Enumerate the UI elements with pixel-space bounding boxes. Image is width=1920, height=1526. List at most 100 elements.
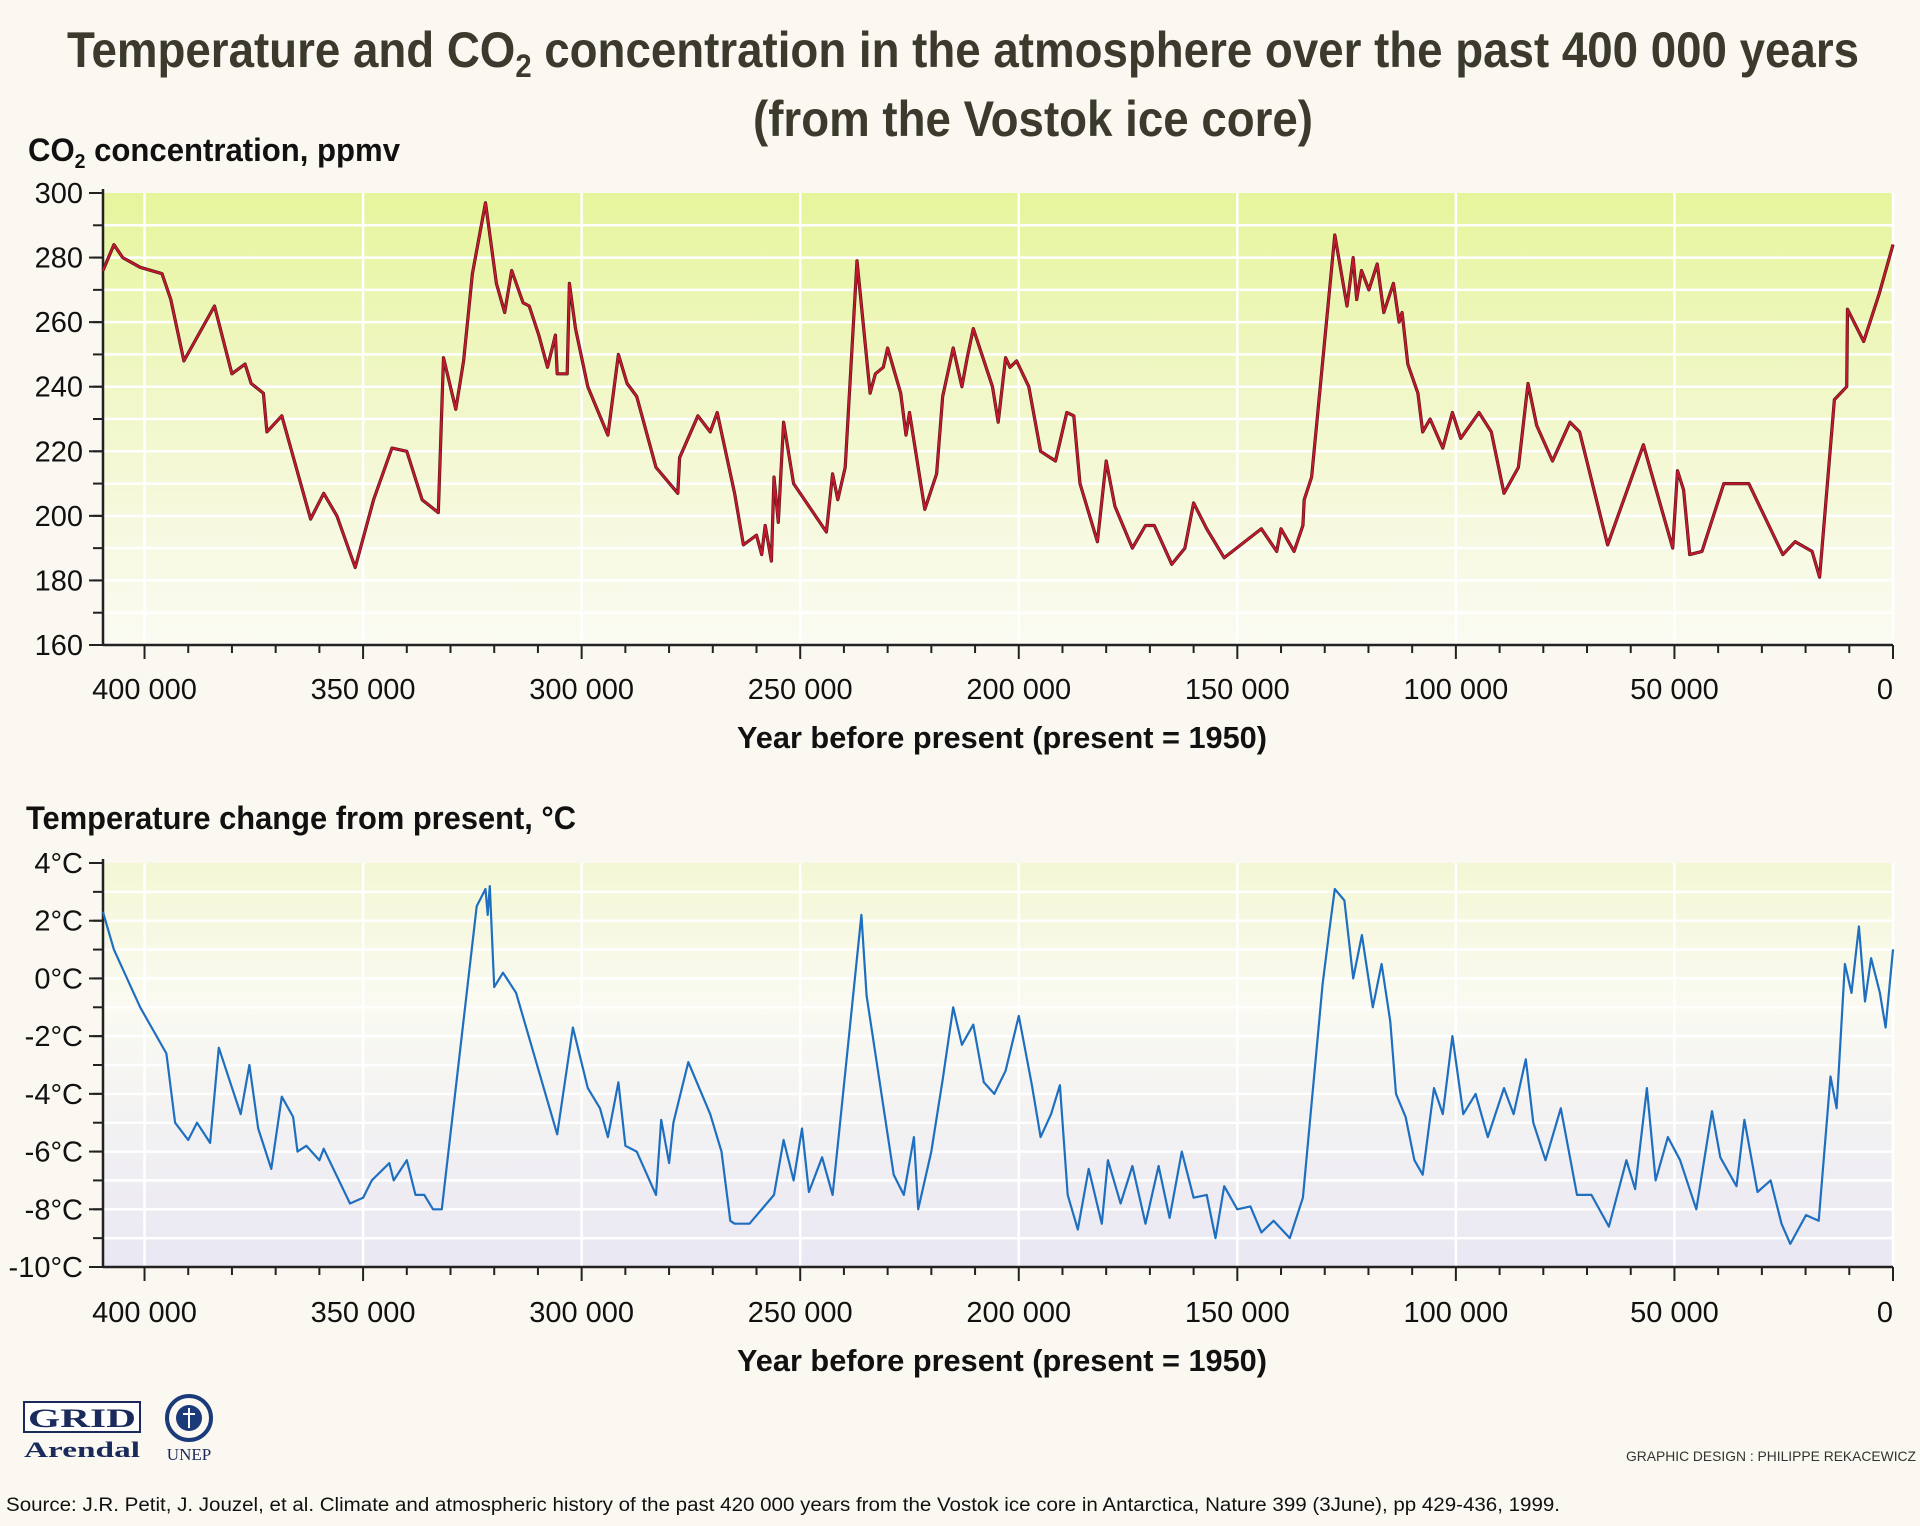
co2-data-point bbox=[961, 386, 963, 388]
co2-data-point bbox=[997, 421, 999, 423]
co2-data-point bbox=[966, 357, 968, 359]
chart-title-line2: (from the Vostok ice core) bbox=[753, 91, 1313, 147]
temp-data-point bbox=[903, 1194, 905, 1196]
y-tick-label: -4°C bbox=[25, 1079, 83, 1111]
temp-data-point bbox=[218, 1047, 220, 1049]
co2-data-point bbox=[1818, 576, 1821, 578]
co2-data-point bbox=[587, 386, 589, 388]
temp-data-point bbox=[1590, 1194, 1592, 1196]
temp-data-point bbox=[139, 1006, 141, 1008]
co2-data-point bbox=[1171, 563, 1173, 565]
temp-data-point bbox=[1328, 931, 1330, 933]
x-tick-label: 300 000 bbox=[529, 1297, 634, 1329]
temp-data-point bbox=[257, 1127, 259, 1130]
co2-data-point bbox=[742, 544, 744, 546]
co2-data-point bbox=[761, 554, 763, 556]
temp-data-point bbox=[1532, 1122, 1534, 1124]
co2-data-point bbox=[831, 473, 834, 475]
co2-data-point bbox=[1040, 450, 1042, 452]
co2-x-axis-title: Year before present (present = 1950) bbox=[737, 720, 1267, 755]
temp-data-point bbox=[821, 1156, 823, 1158]
temp-data-point bbox=[1343, 899, 1346, 902]
co2-data-point bbox=[113, 244, 115, 246]
co2-data-point bbox=[1451, 411, 1453, 414]
temp-data-point bbox=[1667, 1136, 1669, 1138]
co2-data-point bbox=[1223, 557, 1225, 559]
co2-data-point bbox=[372, 499, 375, 501]
co2-data-point bbox=[1478, 411, 1480, 414]
co2-data-point bbox=[1280, 528, 1282, 530]
co2-data-point bbox=[626, 382, 628, 385]
co2-data-point bbox=[1442, 447, 1444, 449]
temp-data-point bbox=[1107, 1159, 1109, 1161]
co2-data-point bbox=[1846, 308, 1849, 310]
co2-data-point bbox=[244, 363, 246, 365]
temp-data-point bbox=[1695, 1208, 1697, 1210]
co2-data-point bbox=[825, 531, 828, 533]
co2-data-point bbox=[773, 476, 775, 478]
co2-data-point bbox=[1028, 386, 1030, 388]
temp-data-point bbox=[1836, 1107, 1838, 1109]
co2-data-point bbox=[1527, 382, 1529, 385]
temp-data-point bbox=[793, 1179, 795, 1182]
co2-data-point bbox=[522, 302, 524, 304]
temp-data-point bbox=[1608, 1226, 1610, 1228]
temp-data-point bbox=[1321, 983, 1324, 985]
temp-data-point bbox=[1260, 1231, 1262, 1233]
temp-data-point bbox=[709, 1113, 711, 1115]
co2-data-point bbox=[1054, 460, 1057, 462]
x-tick-label: 250 000 bbox=[748, 674, 853, 706]
temp-data-point bbox=[187, 1139, 189, 1141]
temp-data-point bbox=[1193, 1197, 1195, 1199]
temp-data-point bbox=[113, 948, 115, 951]
temp-data-point bbox=[371, 1179, 373, 1182]
y-tick-label: 200 bbox=[35, 501, 83, 533]
temp-data-point bbox=[687, 1061, 689, 1063]
co2-data-point bbox=[213, 305, 216, 307]
y-tick-label: 260 bbox=[35, 307, 83, 339]
co2-data-point bbox=[1392, 282, 1394, 284]
temp-data-point bbox=[1719, 1156, 1721, 1158]
co2-data-point bbox=[935, 473, 938, 475]
co2-data-point bbox=[442, 357, 445, 359]
co2-data-point bbox=[655, 466, 657, 469]
x-tick-label: 100 000 bbox=[1403, 1297, 1508, 1329]
co2-data-point bbox=[882, 366, 884, 368]
temp-data-point bbox=[972, 1024, 974, 1026]
temp-data-point bbox=[748, 1223, 751, 1225]
co2-data-point bbox=[1144, 524, 1147, 527]
temp-data-point bbox=[1005, 1070, 1007, 1072]
temp-data-point bbox=[502, 972, 504, 974]
temp-data-point bbox=[1576, 1194, 1578, 1196]
co2-data-point bbox=[1846, 386, 1848, 388]
temp-data-point bbox=[515, 992, 517, 994]
co2-data-point bbox=[1206, 528, 1208, 530]
y-tick-label: -8°C bbox=[25, 1194, 83, 1226]
co2-data-point bbox=[869, 392, 871, 394]
unep-logo-text: UNEP bbox=[167, 1445, 211, 1464]
temp-data-point bbox=[1735, 1185, 1738, 1187]
temp-data-point bbox=[209, 1142, 211, 1144]
temp-data-point bbox=[1131, 1165, 1134, 1167]
temp-data-point bbox=[349, 1202, 351, 1205]
co2-data-point bbox=[636, 395, 638, 397]
co2-data-point bbox=[463, 360, 465, 362]
temp-data-point bbox=[423, 1194, 425, 1196]
temp-data-point bbox=[487, 914, 489, 916]
x-tick-label: 0 bbox=[1877, 674, 1893, 706]
co2-axis-title: CO2 concentration, ppmv bbox=[28, 132, 400, 173]
temp-data-point bbox=[1372, 1006, 1374, 1008]
temp-data-point bbox=[624, 1145, 626, 1147]
co2-plot: 300 280 260 240 220 200 180 160 400 000 350 000 30… bbox=[35, 178, 1895, 706]
co2-data-point bbox=[1723, 482, 1725, 485]
co2-data-point bbox=[1503, 492, 1505, 494]
temp-data-point bbox=[406, 1159, 408, 1161]
temp-data-point bbox=[1805, 1214, 1807, 1216]
temp-data-point bbox=[782, 1139, 785, 1141]
co2-data-point bbox=[484, 202, 487, 204]
grid-logo-text: GRID bbox=[28, 1404, 136, 1433]
co2-data-point bbox=[1878, 292, 1881, 294]
co2-data-point bbox=[1551, 460, 1554, 462]
temp-data-point bbox=[1711, 1110, 1713, 1112]
temp-data-point bbox=[362, 1197, 364, 1199]
